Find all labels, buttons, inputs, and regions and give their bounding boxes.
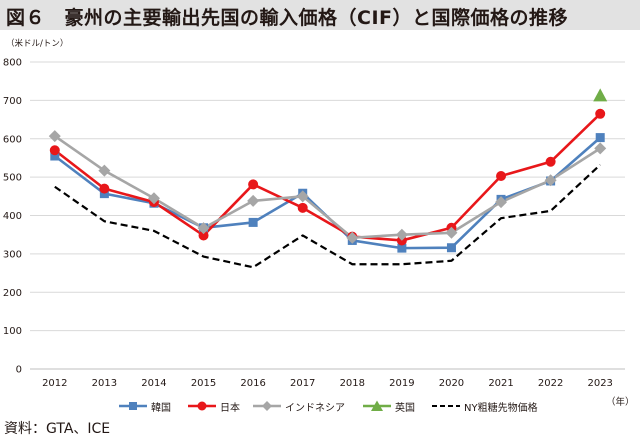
data-point-indonesia-2015	[197, 222, 210, 235]
legend-item-japan: 日本	[187, 396, 240, 416]
legend-item-korea: 韓国	[118, 396, 171, 416]
y-tick-label: 500	[3, 173, 22, 184]
data-point-korea-2012	[50, 151, 60, 161]
y-tick-label: 300	[3, 249, 22, 260]
y-tick-label: 700	[3, 96, 22, 107]
series-line-japan	[53, 112, 602, 242]
data-point-indonesia-2018	[346, 231, 359, 244]
x-tick-label: 2017	[290, 378, 315, 389]
data-point-japan-2012	[49, 145, 60, 156]
data-point-japan-2023	[595, 108, 606, 119]
x-tick-labels: 2012 2013 2014 2015 2016 2017 2018 2019 2020 2021…	[42, 378, 613, 389]
data-point-indonesia-2019	[395, 228, 408, 241]
data-point-indonesia-2020	[445, 226, 458, 239]
data-point-japan-2015	[198, 230, 209, 241]
y-tick-label: 100	[3, 326, 22, 337]
x-tick-label: 2022	[538, 378, 563, 389]
x-tick-label: 2020	[439, 378, 464, 389]
legend-swatch-ny	[432, 405, 460, 407]
data-point-korea-2019	[397, 243, 407, 253]
legend-swatch-japan	[188, 401, 216, 411]
y-tick-label: 400	[3, 211, 22, 222]
data-point-japan-2016	[248, 179, 259, 190]
x-axis-unit-label: （年）	[606, 397, 635, 408]
legend: 韓国 日本 インドネシア 英国 NY粗糖先物価格	[0, 396, 640, 416]
y-tick-label: 800	[3, 58, 22, 69]
data-point-indonesia-2014	[147, 192, 160, 205]
legend-label-ny: NY粗糖先物価格	[464, 402, 538, 414]
series-markers	[48, 88, 608, 253]
y-tick-label: 200	[3, 288, 22, 299]
legend-label-korea: 韓国	[151, 402, 171, 414]
data-point-indonesia-2017	[296, 190, 309, 203]
legend-item-ny: NY粗糖先物価格	[431, 396, 538, 416]
x-tick-label: 2015	[191, 378, 216, 389]
y-tick-label: 0	[16, 365, 22, 376]
data-point-korea-2020	[446, 243, 456, 253]
legend-swatch-korea	[119, 402, 147, 410]
data-point-indonesia-2016	[247, 194, 260, 207]
legend-swatch-indonesia	[253, 401, 281, 411]
title-bar: 図６ 豪州の主要輸出先国の輸入価格（CIF）と国際価格の推移	[0, 0, 640, 30]
legend-swatch-uk	[363, 400, 391, 411]
x-tick-label: 2023	[587, 378, 612, 389]
legend-label-uk: 英国	[395, 402, 415, 414]
legend-item-uk: 英国	[362, 396, 415, 416]
data-point-indonesia-2012	[48, 130, 61, 143]
x-tick-label: 2012	[42, 378, 67, 389]
legend-label-indonesia: インドネシア	[285, 402, 345, 414]
data-point-japan-2013	[99, 183, 110, 194]
data-point-uk-2023	[593, 88, 608, 102]
x-tick-label: 2021	[488, 378, 513, 389]
x-tick-label: 2014	[141, 378, 166, 389]
y-tick-labels: 0 100 200 300 400 500 600 700 800	[3, 58, 22, 376]
x-tick-label: 2018	[340, 378, 365, 389]
data-point-japan-2017	[297, 202, 308, 213]
series-line-ny	[54, 164, 601, 269]
series-lines	[53, 112, 602, 269]
legend-label-japan: 日本	[220, 402, 240, 414]
legend-item-indonesia: インドネシア	[252, 396, 345, 416]
data-point-indonesia-2023	[594, 142, 607, 155]
series-line-indonesia	[54, 134, 601, 240]
x-tick-label: 2019	[389, 378, 414, 389]
series-line-korea	[54, 136, 602, 250]
data-point-korea-2016	[248, 217, 258, 227]
data-point-indonesia-2021	[495, 196, 508, 209]
data-point-japan-2022	[545, 156, 556, 167]
x-tick-label: 2013	[92, 378, 117, 389]
source-note: 資料：GTA、ICE	[4, 421, 111, 437]
data-point-indonesia-2022	[544, 174, 557, 187]
data-point-indonesia-2013	[98, 164, 111, 177]
data-point-korea-2023	[595, 133, 605, 143]
x-tick-label: 2016	[240, 378, 265, 389]
y-tick-label: 600	[3, 134, 22, 145]
y-axis-unit-label: （米ドル/トン）	[6, 39, 69, 49]
data-point-japan-2021	[496, 170, 507, 181]
chart-title: 図６ 豪州の主要輸出先国の輸入価格（CIF）と国際価格の推移	[6, 7, 568, 29]
